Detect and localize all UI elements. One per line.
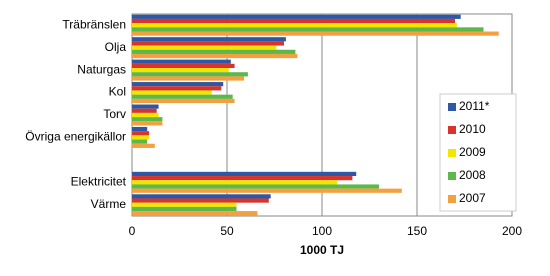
legend-swatch <box>448 126 456 134</box>
bar <box>132 206 237 212</box>
bar <box>132 131 150 136</box>
bar <box>132 98 235 104</box>
bar <box>132 171 357 177</box>
y-tick-label: Torv <box>103 107 126 121</box>
bar <box>132 72 248 77</box>
bar <box>132 63 235 69</box>
bar <box>132 27 484 32</box>
bar <box>132 180 338 185</box>
x-tick-label: 150 <box>407 224 427 238</box>
x-tick-label: 0 <box>129 224 136 238</box>
bar <box>132 59 231 64</box>
bar <box>132 90 212 95</box>
bar <box>132 126 148 132</box>
bar <box>132 49 296 54</box>
bar <box>132 31 499 36</box>
bar <box>132 211 258 216</box>
bar <box>132 82 224 87</box>
bar <box>132 176 353 181</box>
bar <box>132 188 402 193</box>
y-tick-label: Naturgas <box>77 62 126 76</box>
y-tick-label: Träbränslen <box>62 17 126 31</box>
bar <box>132 108 157 113</box>
legend-swatch <box>448 149 456 157</box>
bar <box>132 104 159 109</box>
legend-label: 2007 <box>459 191 486 205</box>
y-tick-label: Kol <box>109 85 126 99</box>
legend-swatch <box>448 195 456 203</box>
bar <box>132 37 286 42</box>
legend-swatch <box>448 172 456 180</box>
bar <box>132 53 298 59</box>
bar <box>132 117 163 122</box>
x-tick-label: 200 <box>502 224 522 238</box>
legend-label: 2008 <box>459 168 486 182</box>
bar <box>132 143 155 148</box>
x-tick-label: 50 <box>220 224 234 238</box>
y-tick-label: Övriga energikällor <box>25 130 126 144</box>
bar <box>132 41 284 46</box>
bar <box>132 139 148 144</box>
bar <box>132 68 229 73</box>
bar <box>132 86 222 91</box>
bar <box>132 18 455 24</box>
x-axis-title: 1000 TJ <box>300 243 344 257</box>
bar <box>132 135 150 140</box>
x-tick-label: 100 <box>312 224 332 238</box>
legend-label: 2009 <box>459 145 486 159</box>
y-tick-label: Värme <box>91 197 127 211</box>
bar <box>132 23 457 28</box>
legend-label: 2010 <box>459 122 486 136</box>
bar <box>132 94 233 99</box>
bar <box>132 184 379 189</box>
bar <box>132 14 461 19</box>
bar <box>132 202 237 207</box>
bar <box>132 76 245 81</box>
bar <box>132 198 269 203</box>
bar <box>132 194 271 199</box>
bar <box>132 121 163 126</box>
legend-label: 2011* <box>459 99 490 113</box>
y-tick-label: Elektricitet <box>71 175 127 189</box>
y-tick-label: Olja <box>105 40 127 54</box>
bar <box>132 45 277 50</box>
legend-swatch <box>448 103 456 111</box>
bar <box>132 112 159 118</box>
